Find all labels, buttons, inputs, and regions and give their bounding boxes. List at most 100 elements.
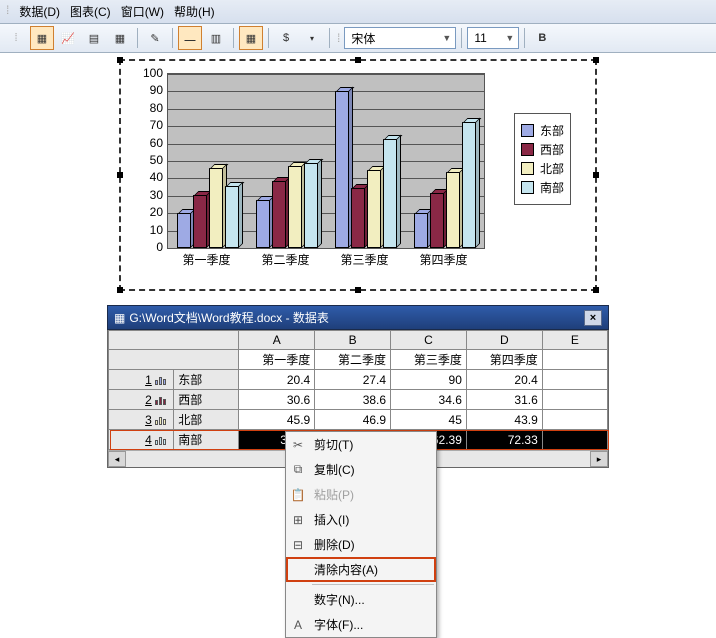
cell[interactable] xyxy=(542,410,607,430)
legend-item: 东部 xyxy=(521,122,564,139)
bar xyxy=(177,213,191,248)
cell[interactable]: 20.4 xyxy=(466,370,542,390)
close-button[interactable]: × xyxy=(584,310,602,326)
row-number[interactable]: 3 xyxy=(109,410,174,430)
menu-window[interactable]: 窗口(W) xyxy=(119,2,166,21)
col-header[interactable]: C xyxy=(391,331,467,350)
bar xyxy=(193,195,207,248)
font-name-select[interactable]: 宋体 ▼ xyxy=(344,27,456,49)
sub-header[interactable]: 第一季度 xyxy=(239,350,315,370)
bold-icon[interactable]: B xyxy=(530,26,554,50)
cell[interactable]: 90 xyxy=(391,370,467,390)
dropdown-icon[interactable]: ▾ xyxy=(300,26,324,50)
bar xyxy=(335,91,349,248)
cell[interactable] xyxy=(542,430,607,450)
currency-icon[interactable]: $ xyxy=(274,26,298,50)
table-row[interactable]: 1 东部20.427.49020.4 xyxy=(109,370,608,390)
sub-header[interactable]: 第三季度 xyxy=(391,350,467,370)
menu-data[interactable]: 数据(D) xyxy=(17,2,62,21)
cell[interactable]: 38.6 xyxy=(315,390,391,410)
x-tick-label: 第三季度 xyxy=(325,251,404,268)
ctx-copy[interactable]: ⧉ 复制(C) xyxy=(286,457,436,482)
ctx-paste[interactable]: 📋 粘贴(P) xyxy=(286,482,436,507)
grid-icon[interactable]: ▦ xyxy=(108,26,132,50)
cell[interactable]: 43.9 xyxy=(466,410,542,430)
chevron-down-icon: ▼ xyxy=(442,33,451,43)
ctx-font[interactable]: A 字体(F)... xyxy=(286,612,436,637)
y-tick-label: 20 xyxy=(127,205,163,219)
col-header[interactable]: B xyxy=(315,331,391,350)
cell[interactable]: 31.6 xyxy=(466,390,542,410)
y-tick-label: 100 xyxy=(127,66,163,80)
toolbar-gripper-2[interactable]: ⁞ xyxy=(335,31,342,45)
cell[interactable] xyxy=(542,370,607,390)
font-icon: A xyxy=(290,618,306,632)
cell[interactable]: 34.6 xyxy=(391,390,467,410)
resize-handle[interactable] xyxy=(355,287,361,293)
resize-handle[interactable] xyxy=(593,172,599,178)
legend-swatch xyxy=(521,124,534,137)
legend-label: 东部 xyxy=(540,122,564,139)
row-label[interactable]: 东部 xyxy=(174,370,239,390)
insert-icon: ⊞ xyxy=(290,513,306,527)
delete-icon: ⊟ xyxy=(290,538,306,552)
plot-area xyxy=(167,73,485,249)
resize-handle[interactable] xyxy=(117,287,123,293)
cell[interactable]: 20.4 xyxy=(239,370,315,390)
col-header[interactable]: A xyxy=(239,331,315,350)
by-row-icon[interactable]: ⎼ xyxy=(178,26,202,50)
row-label[interactable]: 西部 xyxy=(174,390,239,410)
cell[interactable]: 46.9 xyxy=(315,410,391,430)
drawing-icon[interactable]: ✎ xyxy=(143,26,167,50)
sub-header[interactable]: 第四季度 xyxy=(466,350,542,370)
toolbar-gripper[interactable]: ⁞ xyxy=(4,26,28,50)
resize-handle[interactable] xyxy=(117,57,123,63)
cell[interactable] xyxy=(542,390,607,410)
sub-header[interactable]: 第二季度 xyxy=(315,350,391,370)
cell[interactable]: 72.33 xyxy=(466,430,542,450)
ctx-delete[interactable]: ⊟ 删除(D) xyxy=(286,532,436,557)
import-icon[interactable]: ▦ xyxy=(30,26,54,50)
col-header[interactable]: D xyxy=(466,331,542,350)
cell[interactable]: 27.4 xyxy=(315,370,391,390)
row-label[interactable]: 南部 xyxy=(174,430,239,450)
resize-handle[interactable] xyxy=(593,287,599,293)
by-col-icon[interactable]: ▥ xyxy=(204,26,228,50)
table-row[interactable]: 3 北部45.946.94543.9 xyxy=(109,410,608,430)
bar xyxy=(414,213,428,248)
legend-label: 西部 xyxy=(540,141,564,158)
font-size-select[interactable]: 11 ▼ xyxy=(467,27,519,49)
cell[interactable]: 30.6 xyxy=(239,390,315,410)
menu-gripper[interactable]: ⁞ xyxy=(4,2,11,21)
ctx-insert[interactable]: ⊞ 插入(I) xyxy=(286,507,436,532)
col-header[interactable]: E xyxy=(542,331,607,350)
ctx-clear[interactable]: 清除内容(A) xyxy=(286,557,436,582)
resize-handle[interactable] xyxy=(355,57,361,63)
table2-icon[interactable]: ▦ xyxy=(239,26,263,50)
chart-icon[interactable]: 📈 xyxy=(56,26,80,50)
legend-swatch xyxy=(521,181,534,194)
row-number[interactable]: 2 xyxy=(109,390,174,410)
resize-handle[interactable] xyxy=(593,57,599,63)
table-icon[interactable]: ▤ xyxy=(82,26,106,50)
legend: 东部西部北部南部 xyxy=(514,113,571,205)
row-number[interactable]: 1 xyxy=(109,370,174,390)
row-label[interactable]: 北部 xyxy=(174,410,239,430)
row-number[interactable]: 4 xyxy=(109,430,174,450)
cut-icon: ✂ xyxy=(290,438,306,452)
resize-handle[interactable] xyxy=(117,172,123,178)
sub-header[interactable] xyxy=(542,350,607,370)
titlebar-icon: ▦ xyxy=(114,311,125,325)
ctx-cut[interactable]: ✂ 剪切(T) xyxy=(286,432,436,457)
scroll-right-icon[interactable]: ▸ xyxy=(590,451,608,467)
scroll-left-icon[interactable]: ◂ xyxy=(108,451,126,467)
table-row[interactable]: 2 西部30.638.634.631.6 xyxy=(109,390,608,410)
menu-help[interactable]: 帮助(H) xyxy=(172,2,217,21)
cell[interactable]: 45.9 xyxy=(239,410,315,430)
bar xyxy=(383,139,397,248)
chart-object[interactable]: 0102030405060708090100 第一季度第二季度第三季度第四季度 … xyxy=(119,59,597,291)
menu-chart[interactable]: 图表(C) xyxy=(68,2,113,21)
ctx-number[interactable]: 数字(N)... xyxy=(286,587,436,612)
cell[interactable]: 45 xyxy=(391,410,467,430)
titlebar[interactable]: ▦ G:\Word文档\Word教程.docx - 数据表 × xyxy=(107,305,609,330)
